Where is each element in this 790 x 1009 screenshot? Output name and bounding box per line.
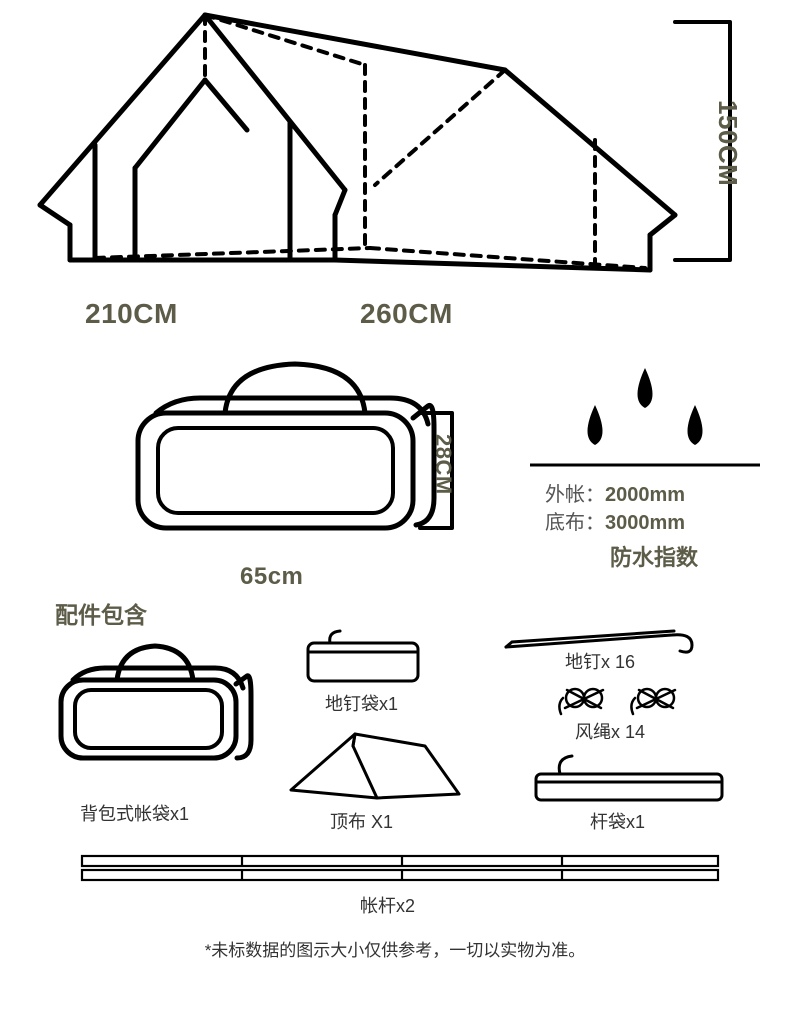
waterproof-title: 防水指数 — [610, 540, 698, 572]
acc-poles-label: 帐杆x2 — [360, 892, 415, 918]
acc-guyline-icon — [555, 678, 705, 723]
tent-diagram — [35, 0, 755, 310]
disclaimer-text: *未标数据的图示大小仅供参考，一切以实物为准。 — [0, 936, 790, 961]
acc-guyline-label: 风绳x 14 — [575, 718, 645, 744]
acc-fly-label: 顶布 X1 — [330, 808, 393, 834]
wp-row1-label: 外帐： — [545, 484, 605, 506]
acc-poles-icon — [80, 852, 720, 888]
tent-width-label: 210CM — [85, 298, 178, 330]
acc-stake-bag-icon — [300, 628, 430, 688]
bag-width-label: 65cm — [240, 563, 303, 591]
acc-fly-icon — [285, 728, 465, 808]
waterproof-block — [530, 360, 760, 470]
tent-height-label: 150CM — [712, 100, 743, 186]
bag-diagram — [130, 358, 460, 563]
wp-row1-value: 2000mm — [605, 484, 685, 506]
bag-height-label: 28CM — [430, 434, 456, 495]
acc-stake-label: 地钉x 16 — [565, 648, 635, 674]
wp-row2-label: 底布： — [545, 512, 605, 534]
acc-stake-bag-label: 地钉袋x1 — [325, 690, 398, 716]
acc-carry-bag-icon — [55, 640, 255, 770]
acc-polebag-label: 杆袋x1 — [590, 808, 645, 834]
accessories-title: 配件包含 — [55, 596, 147, 630]
waterproof-row2: 底布：3000mm — [545, 506, 685, 535]
wp-row2-value: 3000mm — [605, 512, 685, 534]
acc-polebag-icon — [530, 752, 730, 807]
waterproof-row1: 外帐：2000mm — [545, 478, 685, 507]
acc-carry-bag-label: 背包式帐袋x1 — [80, 800, 189, 826]
tent-depth-label: 260CM — [360, 298, 453, 330]
